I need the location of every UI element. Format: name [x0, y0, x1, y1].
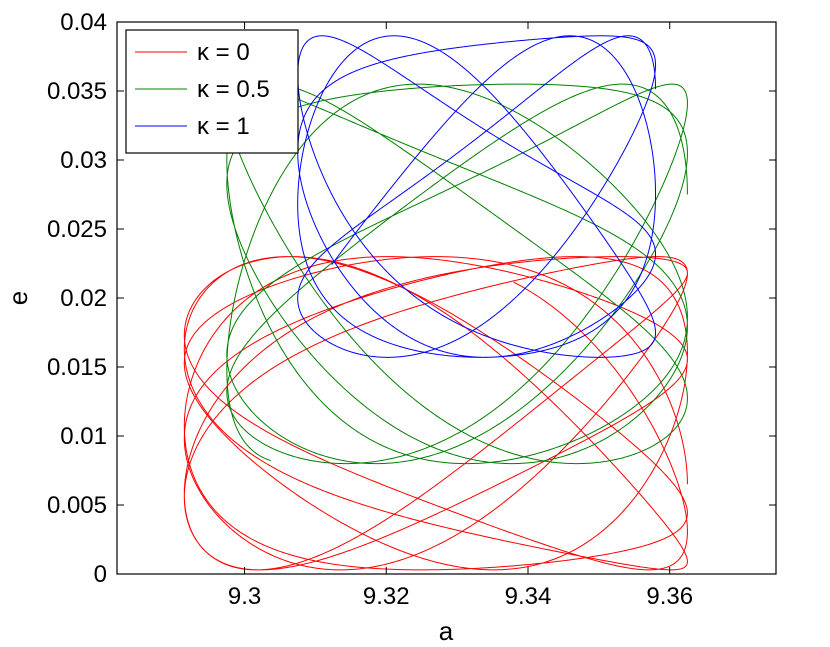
y-tick-label: 0.03	[60, 147, 107, 174]
y-tick-label: 0.025	[47, 216, 107, 243]
y-tick-label: 0.02	[60, 285, 107, 312]
y-tick-label: 0.015	[47, 354, 107, 381]
x-tick-label: 9.36	[646, 583, 693, 610]
x-axis-ticks: 9.3 9.32 9.34 9.36	[228, 22, 693, 610]
legend-label-1: κ = 0	[197, 39, 250, 66]
y-tick-label: 0.005	[47, 492, 107, 519]
series-line-2	[226, 83, 688, 465]
x-tick-label: 9.34	[505, 583, 552, 610]
legend-box	[125, 29, 299, 154]
y-tick-label: 0	[94, 561, 107, 588]
legend-label-3: κ = 1	[197, 113, 250, 140]
y-tick-label: 0.04	[60, 9, 107, 36]
series-line-1	[183, 256, 688, 571]
y-tick-label: 0.035	[47, 78, 107, 105]
x-tick-label: 9.32	[363, 583, 410, 610]
legend: κ = 0 κ = 0.5 κ = 1	[125, 29, 299, 154]
y-tick-label: 0.01	[60, 423, 107, 450]
x-tick-label: 9.3	[228, 583, 261, 610]
y-axis-label: e	[3, 291, 33, 305]
series-line-3	[297, 35, 657, 358]
legend-label-2: κ = 0.5	[197, 76, 270, 103]
x-axis-label: a	[439, 616, 454, 646]
series-layer	[183, 35, 688, 571]
y-axis-ticks: 0 0.005 0.01 0.015 0.02 0.025 0.03 0.035 0.04	[47, 9, 776, 588]
